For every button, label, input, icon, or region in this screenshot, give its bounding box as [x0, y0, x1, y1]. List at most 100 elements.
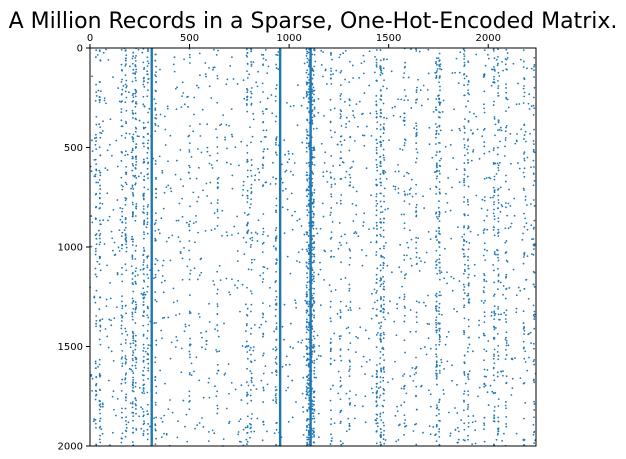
- data-point: [274, 396, 277, 399]
- data-point: [307, 321, 310, 324]
- data-point: [496, 162, 499, 165]
- data-point: [382, 154, 385, 157]
- data-point: [95, 140, 97, 142]
- data-point: [142, 264, 145, 266]
- data-point: [189, 125, 191, 127]
- data-point: [163, 432, 165, 435]
- data-point: [375, 281, 378, 284]
- data-point: [182, 399, 185, 402]
- data-point: [187, 135, 190, 138]
- data-point: [508, 287, 511, 289]
- data-point: [311, 116, 314, 119]
- data-point: [493, 414, 496, 417]
- data-point: [143, 237, 145, 240]
- data-point: [414, 423, 416, 426]
- data-point: [188, 353, 191, 356]
- data-point: [146, 151, 149, 154]
- data-point: [245, 54, 248, 57]
- data-point: [142, 246, 145, 249]
- data-point: [274, 315, 277, 317]
- data-point: [497, 220, 500, 223]
- data-point: [463, 286, 466, 288]
- data-point: [100, 132, 103, 135]
- data-point: [122, 185, 124, 188]
- data-point: [131, 235, 134, 238]
- data-point: [333, 255, 335, 258]
- data-point: [375, 422, 378, 425]
- data-point: [497, 256, 499, 259]
- data-point: [195, 220, 197, 223]
- data-point: [340, 244, 342, 247]
- data-point: [523, 175, 526, 178]
- data-point: [124, 420, 127, 422]
- data-point: [355, 232, 358, 235]
- data-point: [483, 111, 486, 114]
- data-point: [329, 129, 332, 132]
- data-point: [493, 194, 495, 197]
- data-point: [410, 107, 413, 109]
- data-point: [250, 96, 252, 99]
- data-point: [427, 389, 430, 392]
- data-point: [436, 364, 438, 367]
- data-point: [380, 321, 383, 324]
- data-point: [323, 249, 326, 252]
- data-point: [345, 327, 348, 330]
- data-point: [132, 203, 134, 206]
- data-point: [132, 164, 135, 167]
- data-point: [250, 327, 253, 330]
- data-point: [283, 338, 285, 341]
- data-point: [438, 313, 441, 316]
- data-point: [94, 360, 97, 363]
- data-point: [99, 400, 101, 403]
- data-point: [120, 134, 123, 137]
- data-point: [142, 333, 145, 336]
- data-point: [437, 240, 440, 243]
- data-point: [385, 117, 388, 120]
- data-point: [339, 410, 342, 412]
- data-point: [339, 84, 342, 87]
- data-point: [124, 342, 127, 344]
- data-point: [146, 391, 149, 394]
- data-point: [307, 88, 310, 91]
- data-point: [154, 53, 157, 56]
- data-point: [305, 265, 308, 268]
- data-point: [415, 183, 418, 186]
- data-point: [311, 77, 314, 80]
- data-point: [188, 53, 191, 56]
- data-point: [466, 408, 469, 410]
- data-point: [99, 374, 102, 377]
- data-point: [504, 180, 507, 183]
- data-point: [415, 214, 418, 217]
- data-point: [306, 387, 309, 390]
- data-point: [124, 222, 127, 224]
- data-point: [262, 333, 265, 336]
- data-point: [135, 68, 138, 71]
- data-point: [121, 307, 124, 310]
- data-point: [262, 401, 265, 403]
- data-point: [204, 348, 207, 351]
- data-point: [374, 419, 377, 421]
- data-point: [415, 99, 417, 101]
- data-point: [246, 160, 249, 163]
- data-point: [486, 209, 489, 211]
- data-point: [193, 113, 195, 116]
- data-point: [130, 151, 133, 154]
- data-point: [102, 51, 105, 54]
- data-point: [163, 191, 166, 194]
- data-point: [428, 143, 431, 146]
- data-point: [105, 48, 107, 51]
- data-point: [131, 330, 134, 333]
- data-point: [192, 130, 195, 133]
- data-point: [528, 332, 530, 335]
- data-point: [354, 351, 357, 353]
- data-point: [306, 442, 309, 445]
- data-point: [380, 340, 382, 343]
- data-point: [154, 222, 157, 224]
- data-point: [349, 136, 351, 139]
- data-point: [250, 103, 253, 106]
- data-point: [384, 171, 387, 174]
- data-point: [250, 381, 253, 384]
- data-point: [419, 89, 422, 91]
- data-point: [131, 315, 134, 318]
- data-point: [262, 129, 265, 132]
